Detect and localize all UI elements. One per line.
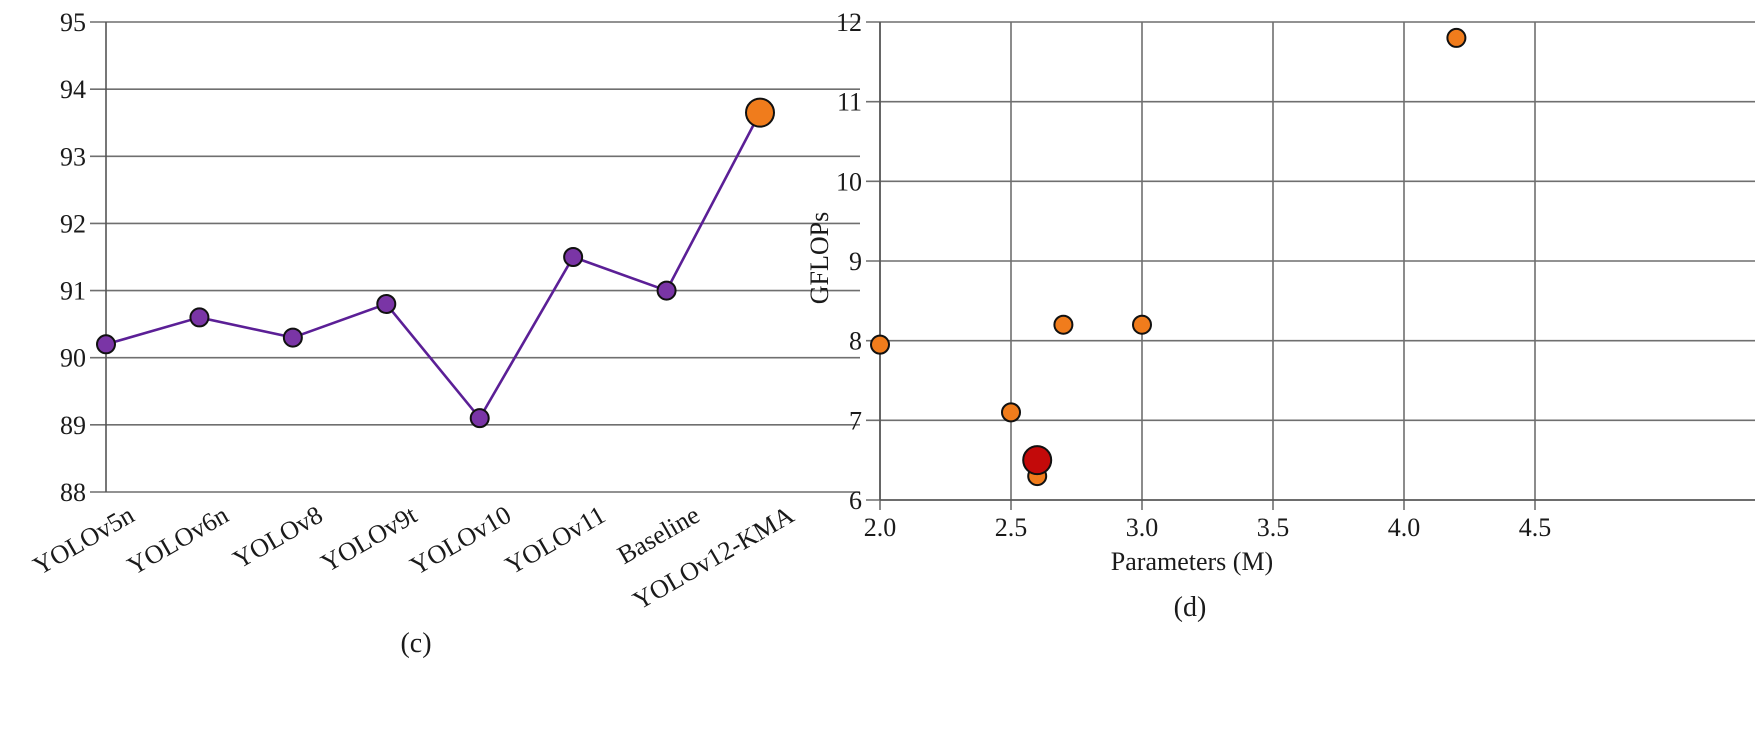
ytick-label-9: 9 (849, 247, 862, 276)
scatter-point-0 (870, 334, 890, 355)
ytick-label-11: 11 (837, 88, 862, 117)
xtick-label-4: 4.0 (1388, 513, 1421, 542)
series-line (105, 112, 762, 421)
x-axis-label: Parameters (M) (1111, 547, 1273, 576)
ytick-label-94: 94 (60, 75, 86, 104)
y-axis-label: GFLOPs (805, 212, 834, 304)
panel-d-scatter-chart: 6 7 8 9 10 11 12 2.0 2.5 3.0 3.5 4.0 4.5 Parameters (… (805, 8, 1755, 623)
data-point-4 (469, 408, 490, 429)
ytick-label-6: 6 (849, 486, 862, 515)
panel-c-line-chart: 8889909192939495YOLOv5nYOLOv6nYOLOv8YOLO… (28, 8, 860, 659)
panel-label-c: (c) (400, 628, 431, 659)
xtick-label-2: YOLOv8 (228, 500, 328, 574)
scatter-point-3 (1053, 314, 1074, 335)
xtick-label-4: YOLOv10 (405, 500, 516, 581)
data-point-highlight-7 (745, 97, 775, 128)
ytick-label-92: 92 (60, 209, 86, 238)
ytick-label-89: 89 (60, 411, 86, 440)
data-point-5 (563, 247, 584, 267)
data-point-1 (189, 307, 210, 328)
data-point-0 (96, 334, 116, 355)
ytick-label-93: 93 (60, 142, 86, 171)
ytick-label-95: 95 (60, 8, 86, 37)
xtick-label-3: YOLOv9t (316, 500, 422, 578)
panel-label-d: (d) (1174, 592, 1207, 623)
scatter-point-4 (1132, 314, 1152, 335)
xtick-label-0: 2.0 (864, 513, 897, 542)
ytick-label-91: 91 (60, 277, 86, 306)
xtick-label-0: YOLOv5n (28, 500, 139, 581)
scatter-point-highlight-6 (1022, 445, 1053, 476)
ytick-label-88: 88 (60, 478, 86, 507)
ytick-label-8: 8 (849, 327, 862, 356)
xtick-label-3: 3.5 (1257, 513, 1290, 542)
data-point-2 (282, 327, 303, 348)
data-point-3 (376, 294, 397, 314)
xtick-label-2: 3.0 (1126, 513, 1159, 542)
ytick-label-10: 10 (836, 167, 862, 196)
scatter-point-5 (1446, 27, 1467, 48)
xtick-label-7: YOLOv12-KMA (628, 500, 799, 615)
xtick-label-5: 4.5 (1519, 513, 1552, 542)
xtick-label-1: YOLOv6n (122, 500, 233, 581)
ytick-label-12: 12 (836, 8, 862, 37)
xtick-label-5: YOLOv11 (500, 500, 610, 580)
ytick-label-7: 7 (849, 406, 862, 435)
xtick-label-1: 2.5 (995, 513, 1028, 542)
ytick-label-90: 90 (60, 344, 86, 373)
data-point-6 (656, 280, 677, 301)
scatter-point-1 (1001, 402, 1021, 423)
